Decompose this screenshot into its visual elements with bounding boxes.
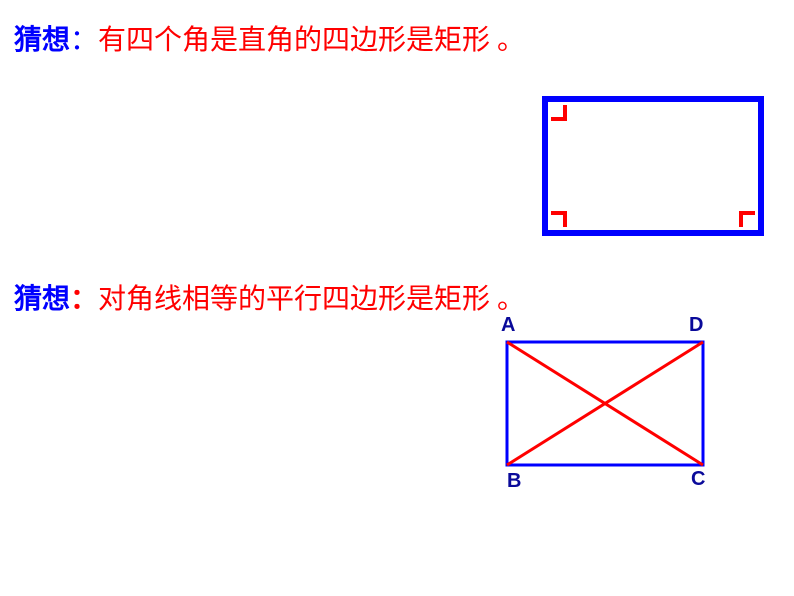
diagram2-rectangle-diagonals: A D B C <box>505 340 725 510</box>
conjecture1-colon: ： <box>70 25 98 56</box>
vertex-label-b: B <box>507 470 521 493</box>
vertex-label-c: C <box>691 468 705 491</box>
vertex-label-a: A <box>501 314 515 337</box>
conjecture1-statement: 有四个角是直角的四边形是矩形 。 <box>98 25 525 56</box>
diagram1-rect <box>545 99 761 233</box>
conjecture2-statement: 对角线相等的平行四边形是矩形 。 <box>98 284 525 315</box>
diagram1-svg <box>542 96 764 236</box>
conjecture2-label: 猜想 <box>14 284 70 315</box>
diagram1-rectangle-right-angles <box>542 96 764 236</box>
conjecture1-label: 猜想 <box>14 25 70 56</box>
conjecture2-line: 猜想：对角线相等的平行四边形是矩形 。 <box>14 277 525 317</box>
conjecture1-line: 猜想：有四个角是直角的四边形是矩形 。 <box>14 18 525 58</box>
conjecture2-colon: ： <box>70 284 98 315</box>
vertex-label-d: D <box>689 314 703 337</box>
